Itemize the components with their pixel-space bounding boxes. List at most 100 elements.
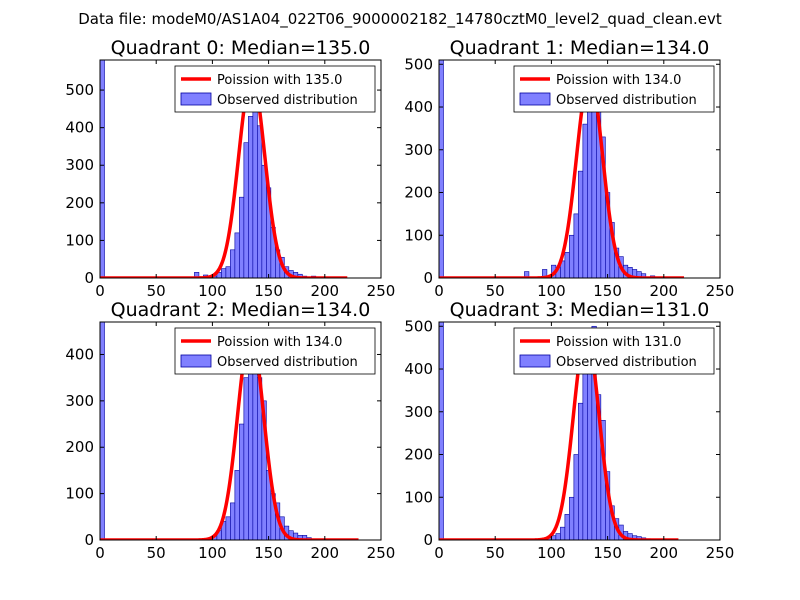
histogram-bar	[573, 213, 579, 278]
plot-area	[100, 322, 360, 540]
y-tick-label: 100	[404, 488, 433, 506]
y-tick-label: 200	[65, 194, 94, 212]
y-tick-label: 500	[65, 81, 94, 99]
x-tick-label: 0	[434, 544, 444, 562]
y-tick-label: 200	[404, 184, 433, 202]
y-tick-label: 0	[84, 269, 94, 287]
x-tick-label: 200	[649, 544, 678, 562]
legend: Poission with 134.0 Observed distribution	[174, 327, 376, 375]
histogram-bar	[578, 170, 584, 278]
y-tick-label: 0	[84, 531, 94, 549]
y-tick-label: 100	[404, 226, 433, 244]
histogram-bar	[555, 533, 561, 540]
x-tick-label: 100	[537, 282, 566, 300]
histogram-bar	[582, 347, 588, 540]
x-tick-label: 50	[147, 544, 166, 562]
x-tick-label: 200	[310, 544, 339, 562]
y-tick-label: 300	[65, 156, 94, 174]
subplot-quadrant-2: 0 50 100 150 200 250 0 100 200 300 400 Quadrant 2: …	[65, 299, 395, 562]
histogram-bar	[234, 232, 240, 278]
x-tick-label: 50	[486, 282, 505, 300]
y-tick-label: 100	[65, 485, 94, 503]
histogram-bar	[239, 196, 245, 278]
x-tick-label: 100	[198, 544, 227, 562]
y-tick-label: 400	[404, 360, 433, 378]
y-tick-label: 200	[404, 446, 433, 464]
x-tick-label: 250	[367, 282, 396, 300]
histogram-bar	[587, 108, 593, 278]
histogram-bar	[569, 496, 575, 540]
poisson-curve	[100, 331, 360, 540]
y-tick-label: 400	[404, 98, 433, 116]
subplot-title: Quadrant 2: Median=134.0	[111, 299, 371, 321]
x-tick-label: 100	[537, 544, 566, 562]
y-tick-label: 200	[65, 438, 94, 456]
x-tick-label: 0	[95, 544, 105, 562]
subplot-quadrant-0: 0 50 100 150 200 250 0 100 200 300 400 500 Quadrant …	[65, 37, 395, 300]
histogram-bar	[100, 322, 105, 540]
histogram-bar	[641, 273, 647, 278]
legend-label-poisson: Poission with 134.0	[556, 73, 681, 88]
histogram-bar	[248, 116, 254, 278]
histogram-bar	[221, 268, 227, 278]
histogram-bar	[100, 60, 105, 278]
x-tick-label: 150	[254, 544, 283, 562]
y-tick-label: 0	[423, 269, 433, 287]
axes-frame	[99, 321, 382, 541]
histogram-bar	[230, 249, 236, 278]
y-tick-label: 500	[404, 317, 433, 335]
histogram-bar	[225, 516, 231, 540]
legend-label-poisson: Poission with 131.0	[556, 335, 681, 350]
histogram-bar	[578, 402, 584, 540]
histogram-bar	[225, 266, 231, 278]
subplot-quadrant-3: 0 50 100 150 200 250 0 100 200 300 400 500 Quadrant …	[404, 299, 734, 562]
legend-label-observed: Observed distribution	[556, 93, 697, 108]
x-tick-label: 250	[367, 544, 396, 562]
histogram-bar	[243, 377, 249, 540]
subplot-quadrant-1: 0 50 100 150 200 250 0 100 200 300 400 500 Quadrant …	[404, 37, 734, 300]
y-tick-label: 400	[65, 119, 94, 137]
legend: Poission with 134.0 Observed distribution	[513, 65, 715, 113]
axes-frame	[438, 321, 721, 541]
y-tick-label: 300	[404, 403, 433, 421]
legend-label-poisson: Poission with 135.0	[217, 73, 342, 88]
x-tick-label: 150	[254, 282, 283, 300]
subplot-title: Quadrant 1: Median=134.0	[450, 37, 710, 59]
histogram-bar	[439, 322, 444, 540]
histogram-bar	[564, 514, 570, 540]
x-tick-label: 150	[593, 282, 622, 300]
y-tick-label: 500	[404, 55, 433, 73]
histogram-bar	[252, 344, 258, 540]
legend: Poission with 131.0 Observed distribution	[513, 327, 715, 375]
legend-bar-swatch	[519, 92, 551, 106]
x-tick-label: 200	[310, 282, 339, 300]
legend-label-observed: Observed distribution	[217, 93, 358, 108]
histogram-bar	[261, 164, 267, 278]
panels: 0 50 100 150 200 2500100200300400500Quadrant …	[65, 37, 734, 562]
histogram-bar	[439, 60, 444, 278]
x-tick-label: 50	[486, 544, 505, 562]
axes-frame	[438, 59, 721, 279]
histogram-bar	[257, 125, 263, 278]
x-tick-label: 250	[706, 544, 735, 562]
histogram-bar	[230, 502, 236, 540]
x-tick-label: 200	[649, 282, 678, 300]
histogram-bar	[573, 454, 579, 540]
legend-label-observed: Observed distribution	[217, 355, 358, 370]
legend: Poission with 135.0 Observed distribution	[174, 65, 376, 113]
histogram-bar	[252, 89, 258, 278]
legend-label-observed: Observed distribution	[556, 355, 697, 370]
legend-bar-swatch	[180, 354, 212, 368]
y-tick-label: 400	[65, 345, 94, 363]
histogram-bar	[569, 234, 575, 278]
y-tick-label: 300	[404, 141, 433, 159]
x-tick-label: 0	[95, 282, 105, 300]
histogram-bar	[239, 423, 245, 540]
subplot-title: Quadrant 3: Median=131.0	[450, 299, 710, 321]
x-tick-label: 250	[706, 282, 735, 300]
figure-suptitle: Data file: modeM0/AS1A04_022T06_90000021…	[78, 10, 722, 29]
y-tick-label: 300	[65, 392, 94, 410]
x-tick-label: 150	[593, 544, 622, 562]
histogram-bar	[587, 364, 593, 540]
